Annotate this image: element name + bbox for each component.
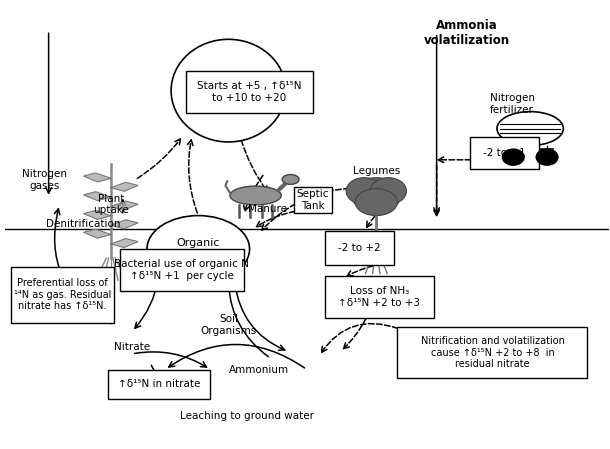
Ellipse shape: [171, 40, 285, 142]
Polygon shape: [111, 182, 138, 191]
Text: ↑δ¹⁵N in nitrate: ↑δ¹⁵N in nitrate: [118, 379, 200, 389]
Text: Plant
uptake: Plant uptake: [93, 194, 129, 215]
Text: Nitrate: Nitrate: [114, 342, 150, 352]
Polygon shape: [84, 173, 111, 182]
FancyArrowPatch shape: [226, 285, 268, 357]
Text: Preferential loss of
¹⁴N as gas. Residual
nitrate has ↑δ¹⁵N.: Preferential loss of ¹⁴N as gas. Residua…: [14, 278, 111, 311]
Text: Loss of NH₃
↑δ¹⁵N +2 to +3: Loss of NH₃ ↑δ¹⁵N +2 to +3: [339, 286, 420, 308]
Text: Removed by
crops and
livestock: Removed by crops and livestock: [194, 74, 263, 107]
Ellipse shape: [147, 216, 249, 282]
FancyArrowPatch shape: [528, 144, 533, 163]
FancyBboxPatch shape: [397, 327, 587, 379]
Polygon shape: [84, 211, 111, 220]
FancyArrowPatch shape: [135, 278, 159, 328]
Polygon shape: [111, 220, 138, 229]
FancyArrowPatch shape: [434, 165, 439, 213]
Circle shape: [503, 149, 524, 165]
Text: Nitrification and volatilization
cause ↑δ¹⁵N +2 to +8  in
residual nitrate: Nitrification and volatilization cause ↑…: [420, 336, 564, 370]
FancyArrowPatch shape: [321, 324, 398, 352]
Ellipse shape: [355, 189, 397, 216]
Ellipse shape: [352, 178, 400, 213]
FancyBboxPatch shape: [325, 231, 395, 264]
Text: Starts at +5 , ↑δ¹⁵N
to +10 to +20: Starts at +5 , ↑δ¹⁵N to +10 to +20: [197, 81, 302, 102]
FancyBboxPatch shape: [325, 276, 434, 318]
FancyArrowPatch shape: [54, 209, 111, 324]
FancyArrowPatch shape: [242, 140, 268, 192]
FancyArrowPatch shape: [438, 157, 503, 163]
FancyArrowPatch shape: [243, 176, 263, 211]
FancyArrowPatch shape: [187, 140, 197, 213]
FancyBboxPatch shape: [186, 70, 313, 113]
FancyArrowPatch shape: [169, 344, 304, 368]
Text: Nitrogen
gases: Nitrogen gases: [22, 169, 67, 191]
Text: Denitrification: Denitrification: [46, 220, 121, 229]
Ellipse shape: [282, 175, 299, 185]
FancyArrowPatch shape: [343, 318, 366, 349]
FancyArrowPatch shape: [262, 188, 373, 230]
FancyArrowPatch shape: [151, 365, 166, 392]
Text: -2 to +2: -2 to +2: [339, 243, 381, 253]
FancyBboxPatch shape: [108, 370, 210, 399]
Text: Soil
Organisms: Soil Organisms: [200, 314, 257, 336]
FancyArrowPatch shape: [137, 139, 181, 178]
FancyArrowPatch shape: [120, 200, 126, 213]
FancyBboxPatch shape: [120, 249, 243, 291]
Text: Legumes: Legumes: [353, 166, 400, 176]
FancyArrowPatch shape: [235, 283, 285, 350]
Text: Ammonia
volatilization: Ammonia volatilization: [424, 18, 510, 47]
FancyArrowPatch shape: [367, 199, 392, 227]
FancyArrowPatch shape: [347, 263, 389, 276]
FancyBboxPatch shape: [11, 267, 114, 323]
Circle shape: [536, 149, 558, 165]
Polygon shape: [111, 201, 138, 210]
Text: Manure: Manure: [248, 204, 287, 214]
FancyBboxPatch shape: [470, 137, 539, 169]
Text: -2 to +1: -2 to +1: [483, 148, 526, 158]
Ellipse shape: [370, 178, 406, 204]
Text: Organic
nitrogen: Organic nitrogen: [175, 238, 221, 260]
Ellipse shape: [346, 178, 382, 204]
FancyArrowPatch shape: [256, 209, 319, 227]
Polygon shape: [84, 229, 111, 238]
FancyArrowPatch shape: [434, 35, 439, 216]
FancyArrowPatch shape: [510, 141, 522, 149]
FancyArrowPatch shape: [46, 33, 51, 193]
Ellipse shape: [497, 112, 564, 145]
Polygon shape: [111, 238, 138, 247]
Ellipse shape: [230, 186, 281, 205]
Text: Bacterial use of organic N
↑δ¹⁵N +1  per cycle: Bacterial use of organic N ↑δ¹⁵N +1 per …: [114, 260, 249, 281]
Text: Nitrogen
fertilizer: Nitrogen fertilizer: [490, 93, 534, 115]
Text: Ammonium: Ammonium: [229, 365, 289, 374]
Text: Septic
Tank: Septic Tank: [296, 189, 329, 211]
Polygon shape: [84, 192, 111, 201]
Text: Leaching to ground water: Leaching to ground water: [179, 411, 314, 421]
FancyArrowPatch shape: [135, 352, 207, 367]
